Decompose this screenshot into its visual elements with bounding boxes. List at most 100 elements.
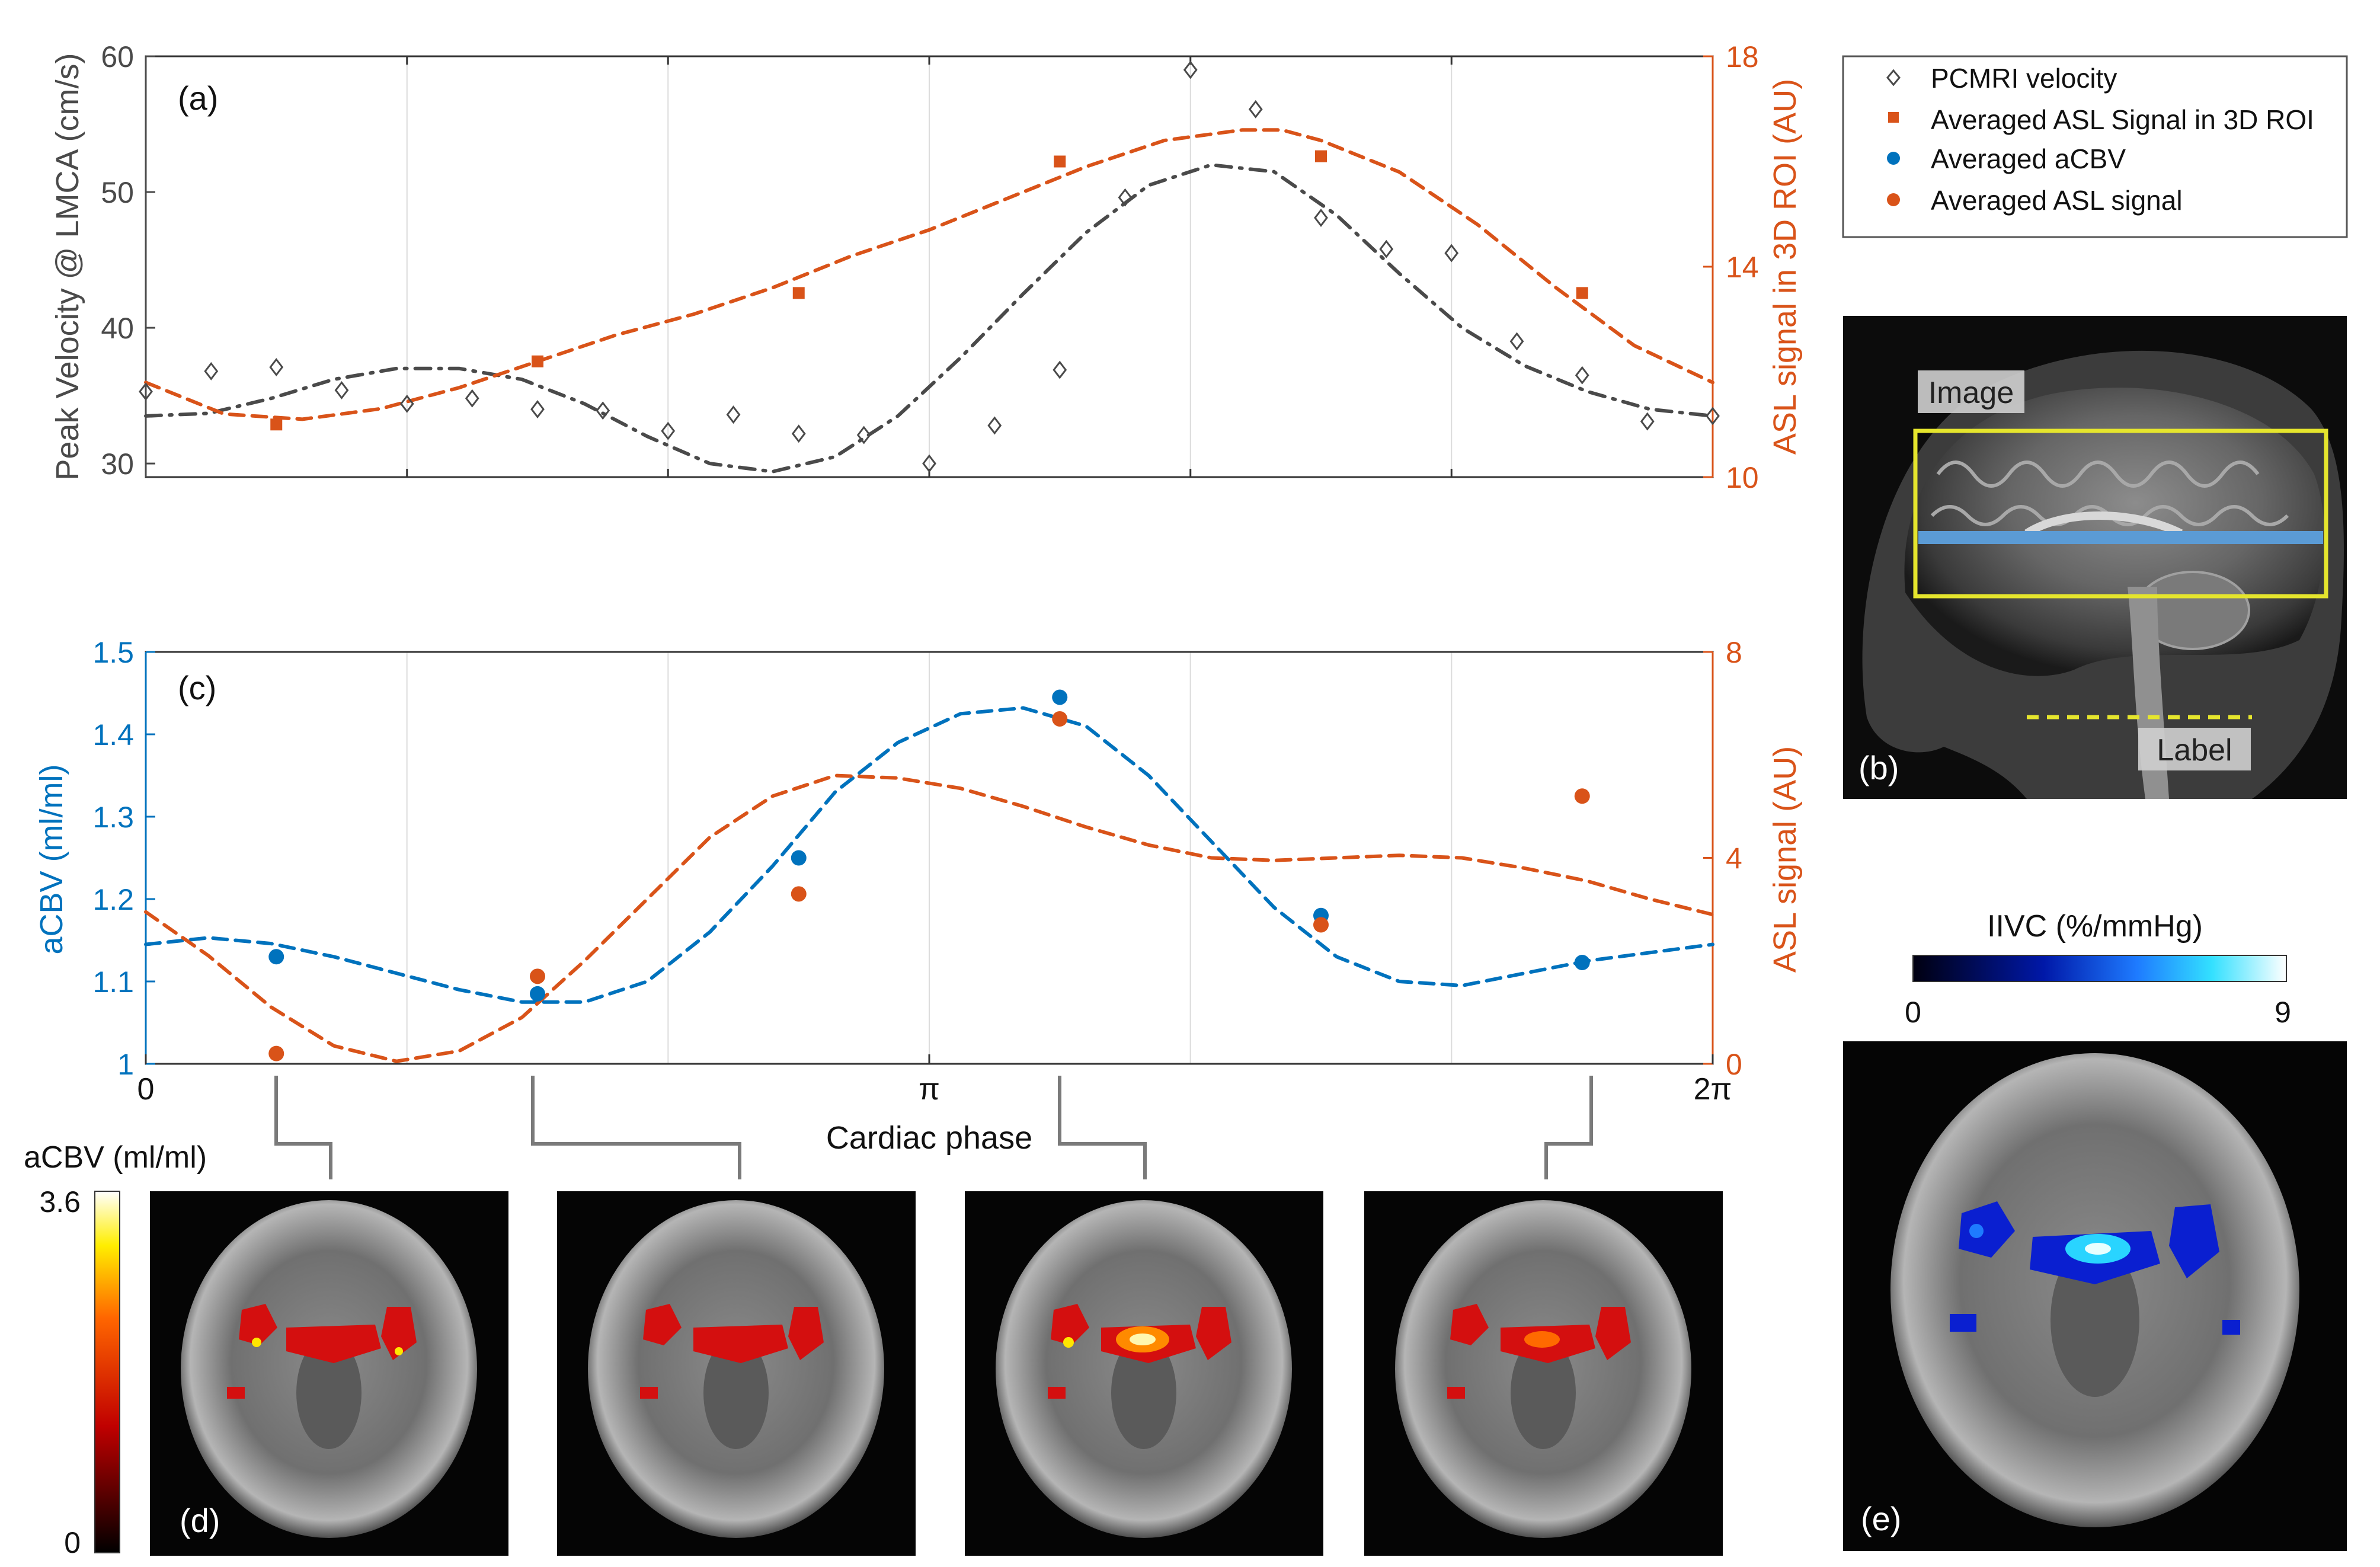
left-tick-label: 1.1	[92, 965, 134, 999]
activation-overlay	[640, 1304, 824, 1399]
left-tick-label: 1.5	[92, 636, 134, 669]
velocity-point	[661, 421, 676, 440]
legend-circle-marker	[1887, 152, 1900, 165]
panel-a-right-axis: 10 14 18	[1703, 40, 1759, 494]
panel-a-series	[139, 60, 1720, 474]
right-tick-label: 0	[1726, 1048, 1742, 1081]
velocity-point	[1509, 332, 1524, 351]
asl-3d-point	[532, 355, 543, 367]
left-tick-label: 1.3	[92, 801, 134, 834]
acbv-point	[530, 986, 545, 1002]
legend-circle-marker	[1887, 193, 1900, 206]
velocity-point	[530, 400, 545, 418]
panel-e-iivc-map: IIVC (%/mmHg) 0 9 (e)	[1843, 909, 2347, 1551]
phase-connector-1	[274, 1076, 332, 1179]
panel-a-right-axis-label: ASL signal in 3D ROI (AU)	[1767, 79, 1803, 455]
acbv-point	[791, 850, 807, 866]
legend: PCMRI velocity Averaged ASL Signal in 3D…	[1842, 55, 2348, 238]
acbv-map-phase-2	[557, 1191, 916, 1556]
panel-e-label: (e)	[1861, 1500, 1901, 1537]
legend-square-marker	[1888, 112, 1899, 123]
left-tick-label: 50	[101, 176, 134, 209]
right-tick-label: 10	[1726, 461, 1759, 494]
velocity-point	[1248, 100, 1263, 119]
velocity-point	[856, 426, 871, 444]
panel-e-colorbar-min: 0	[1905, 996, 1921, 1029]
right-tick-label: 8	[1726, 636, 1742, 669]
iivc-hotspot	[1969, 1224, 1984, 1238]
left-tick-label: 40	[101, 312, 134, 345]
asl-3d-point	[1054, 155, 1066, 168]
velocity-point	[1575, 366, 1589, 385]
asl-3d-point	[1315, 150, 1327, 162]
panel-a-left-axis: 30 40 50 60	[101, 40, 155, 481]
panel-d-acbv-maps: aCBV (ml/ml) 3.6 0 (d)	[24, 1140, 1723, 1559]
phase-connector-3	[1058, 1076, 1147, 1179]
legend-label: Averaged ASL Signal in 3D ROI	[1931, 104, 2314, 135]
legend-item-pcmri: PCMRI velocity	[1886, 63, 2117, 94]
acbv-fit-curve	[144, 706, 1714, 1004]
activation-hotspot	[252, 1338, 261, 1347]
panel-d-colorbar-max: 3.6	[39, 1185, 81, 1219]
image-tag-background	[1918, 370, 2024, 413]
midbrain	[2050, 1243, 2139, 1397]
legend-label: PCMRI velocity	[1931, 63, 2117, 94]
activation-overlay	[227, 1304, 417, 1399]
panel-d-colorbar-min: 0	[64, 1526, 81, 1559]
velocity-point	[1118, 188, 1133, 207]
velocity-point	[204, 362, 219, 380]
asl-point	[791, 886, 807, 902]
activation-overlay	[1447, 1304, 1631, 1399]
velocity-point	[1706, 407, 1720, 426]
velocity-point	[1444, 244, 1459, 263]
phase-connector-4	[1544, 1076, 1593, 1179]
acbv-map-phase-1: (d)	[150, 1191, 508, 1556]
panel-a-chart: 30 40 50 60 10 14 18 (a) Peak Velocity @ LMCA…	[50, 40, 1803, 494]
panel-c-chart: 1 1.1 1.2 1.3 1.4 1.5 0 4 8 0 π 2π (c) aCBV (ml/m…	[34, 636, 1803, 1156]
label-tag-background	[2138, 728, 2251, 770]
panel-c-left-axis-label: aCBV (ml/ml)	[34, 765, 69, 955]
legend-item-acbv: Averaged aCBV	[1887, 143, 2126, 174]
legend-item-asl: Averaged ASL signal	[1887, 185, 2183, 216]
corpus-callosum	[2024, 511, 2183, 538]
panel-c-left-axis: 1 1.1 1.2 1.3 1.4 1.5	[92, 636, 155, 1081]
velocity-point	[399, 394, 414, 413]
x-tick-label: π	[919, 1072, 940, 1107]
acbv-point	[1052, 689, 1068, 705]
panel-c-x-axis: 0 π 2π	[137, 1054, 1732, 1107]
left-tick-label: 1.4	[92, 718, 134, 751]
left-tick-label: 60	[101, 40, 134, 73]
legend-item-asl-3d: Averaged ASL Signal in 3D ROI	[1888, 104, 2314, 135]
right-tick-label: 18	[1726, 40, 1759, 73]
velocity-point	[1640, 412, 1655, 431]
iivc-map: (e)	[1843, 1041, 2347, 1551]
velocity-point	[465, 389, 479, 408]
asl-3d-point	[270, 418, 283, 431]
velocity-point	[1314, 209, 1328, 228]
panel-b-sagittal-mri: Image Label (b)	[1843, 316, 2347, 799]
imaging-slice-band	[1918, 531, 2323, 544]
acbv-point	[268, 949, 284, 965]
iivc-overlay	[1950, 1201, 2240, 1335]
acbv-map-phase-4	[1364, 1191, 1723, 1556]
velocity-point	[596, 401, 610, 420]
image-volume-box	[1913, 428, 2328, 599]
panel-c-right-axis-label: ASL signal (AU)	[1767, 746, 1803, 973]
panel-a-label: (a)	[178, 79, 218, 117]
velocity-fit-curve	[144, 163, 1714, 474]
velocity-point	[1053, 360, 1067, 379]
label-tag: Label	[2157, 733, 2232, 767]
velocity-point	[791, 424, 806, 443]
left-tick-label: 30	[101, 447, 134, 481]
velocity-point	[269, 358, 284, 376]
acbv-point	[1574, 955, 1590, 971]
right-tick-label: 4	[1726, 842, 1742, 875]
asl-point	[1574, 788, 1590, 804]
panel-c-label: (c)	[178, 669, 216, 706]
x-tick-label: 0	[137, 1072, 155, 1107]
legend-box	[1842, 55, 2348, 238]
phase-connector-2	[531, 1076, 741, 1179]
activation-peak	[1130, 1333, 1156, 1345]
legend-label: Averaged aCBV	[1931, 143, 2126, 174]
asl-point	[530, 968, 545, 984]
